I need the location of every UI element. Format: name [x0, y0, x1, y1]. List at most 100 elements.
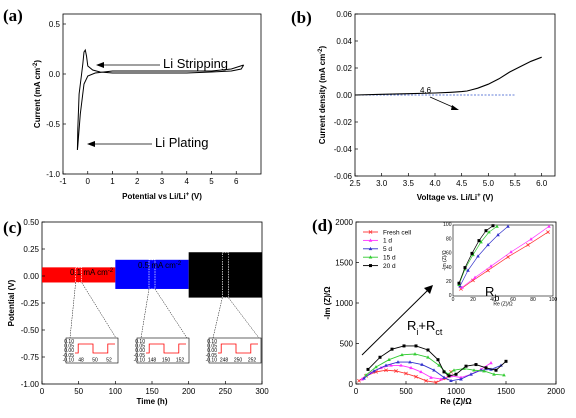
inset-xtick-label: 150 — [162, 358, 171, 364]
nyquist-point-4 — [442, 370, 446, 374]
nyquist-point-0 — [384, 368, 388, 373]
nyquist-point-0 — [434, 380, 438, 385]
inset-xtick-label: 60 — [510, 297, 516, 303]
inset-point-1 — [547, 224, 551, 228]
inset-xtick-label: 152 — [176, 358, 185, 364]
inset-xtick-label: 0 — [452, 297, 455, 303]
inset-frame-1 — [136, 337, 190, 364]
inset-point-4 — [457, 281, 461, 285]
inset-point-0 — [526, 242, 530, 247]
inset-xtick-label: 80 — [530, 297, 536, 303]
nyquist-point-3 — [492, 372, 496, 376]
nyquist-point-4 — [454, 372, 458, 376]
nyquist-point-4 — [378, 355, 382, 359]
panel-a-ytick-label: 0.0 — [49, 70, 61, 79]
inset-ytick-label: -0.10 — [134, 357, 146, 363]
plating-label: Li Plating — [155, 135, 208, 150]
inset-point-4 — [491, 224, 495, 228]
inset-ytick-label: 0.10 — [135, 339, 145, 345]
panel-c-ytick-label: -0.50 — [21, 326, 40, 335]
panel-c-xtick-label: 250 — [219, 387, 233, 396]
panel-c-ytick-label: -0.25 — [21, 299, 40, 308]
panel-c-ytick-label: -0.75 — [21, 353, 40, 362]
inset-xlabel: Re (Z)/Ω — [493, 302, 513, 308]
panel-c-label: (c) — [3, 218, 22, 237]
inset-curve-2 — [459, 226, 509, 287]
nyquist-point-2 — [499, 363, 503, 367]
legend-swatch-marker-2 — [368, 246, 373, 251]
panel-a-cv-curve — [76, 48, 245, 151]
nyquist-point-0 — [424, 378, 428, 383]
nyquist-point-3 — [437, 363, 441, 367]
panel-c-ylabel: Potential (V) — [7, 279, 16, 326]
panel-c-xlabel: Time (h) — [137, 397, 168, 406]
nyquist-point-4 — [426, 348, 430, 352]
panel-b-xlabel: Voltage vs. Li/Li+ (V) — [417, 193, 494, 202]
inset-trace-2 — [218, 343, 258, 354]
panel-b: (b) 2.5 3.0 3.5 4.0 4.5 5.0 5.5 6.0 -0.06-0.04-… — [291, 8, 556, 202]
inset-trace-1 — [146, 343, 186, 354]
legend-label-2: 5 d — [383, 246, 392, 253]
inset-point-2 — [506, 224, 510, 228]
panel-d-xtick-label: 500 — [399, 387, 413, 396]
panel-c-xtick-label: 50 — [74, 387, 83, 396]
nyquist-point-1 — [409, 365, 413, 370]
panel-a-frame — [62, 13, 262, 175]
panel-b-ytick-label: 0.06 — [336, 10, 352, 19]
panel-a-xtick-label: -1 — [59, 177, 67, 186]
nyquist-point-4 — [390, 347, 394, 351]
inset-ytick-label: 0.00 — [135, 348, 145, 354]
panel-b-xtick-label: 3.0 — [376, 179, 388, 188]
inset-ytick-label: 0.00 — [64, 348, 74, 354]
inset-point-2 — [496, 233, 500, 237]
inset-point-4 — [470, 251, 474, 255]
inset-point-1 — [473, 275, 477, 279]
inset-point-4 — [484, 229, 488, 233]
nyquist-point-2 — [449, 378, 453, 383]
panel-a-ytick-label: 0.5 — [49, 20, 61, 29]
inset-point-0 — [471, 278, 475, 283]
ri-rct-label: Ri+Rct — [407, 318, 443, 337]
legend-label-0: Fresh cell — [383, 229, 412, 236]
inset-ylabel: -Im (Z)/Ω — [442, 250, 448, 270]
nyquist-point-2 — [469, 372, 473, 376]
panel-b-xticks: 2.5 3.0 3.5 4.0 4.5 5.0 5.5 6.0 — [349, 173, 548, 188]
inset-connector-right-2 — [228, 297, 260, 339]
panel-c-xtick-label: 150 — [145, 387, 159, 396]
voltage-band-1 — [115, 259, 189, 289]
trend-arrowhead — [424, 285, 433, 294]
nyquist-point-0 — [394, 369, 398, 373]
nyquist-point-1 — [429, 375, 433, 379]
nyquist-point-3 — [387, 357, 391, 361]
panel-a-xtick-label: 2 — [135, 177, 140, 186]
panel-a-ytick-label: -0.5 — [46, 120, 60, 129]
nyquist-point-3 — [374, 365, 378, 369]
nyquist-point-0 — [414, 374, 418, 379]
panel-a-ytick-label: -1.0 — [46, 170, 60, 179]
inset-curve-0 — [460, 231, 549, 290]
panel-d-ytick-label: 0 — [349, 380, 354, 389]
stripping-label: Li Stripping — [163, 56, 228, 71]
nyquist-point-2 — [384, 363, 388, 367]
panel-b-xtick-label: 3.5 — [403, 179, 415, 188]
panel-a-xtick-label: 3 — [160, 177, 165, 186]
panel-a-xticks: -1 0 1 2 3 4 5 6 — [59, 171, 239, 186]
nyquist-point-4 — [436, 358, 440, 362]
panel-b-lsv-curve — [354, 56, 542, 96]
inset-frame-0 — [65, 337, 119, 364]
panel-c-ytick-label: 0.25 — [23, 245, 39, 254]
panel-c-insets: 48 50 520.100.050.00-0.05-0.10 148 150 1520.1… — [63, 282, 262, 364]
nyquist-point-4 — [474, 363, 478, 367]
nyquist-point-1 — [419, 369, 423, 374]
inset-ytick-label: 40 — [446, 265, 452, 271]
nyquist-point-0 — [357, 378, 361, 383]
inset-connector-left-1 — [140, 288, 150, 339]
panel-a-xtick-label: 1 — [110, 177, 115, 186]
panel-c-xtick-label: 300 — [255, 387, 269, 396]
inset-connector-right-0 — [81, 282, 117, 339]
legend-swatch-marker-4 — [369, 264, 372, 268]
nyquist-point-1 — [360, 377, 364, 381]
inset-ytick-label: 0.05 — [207, 344, 217, 350]
